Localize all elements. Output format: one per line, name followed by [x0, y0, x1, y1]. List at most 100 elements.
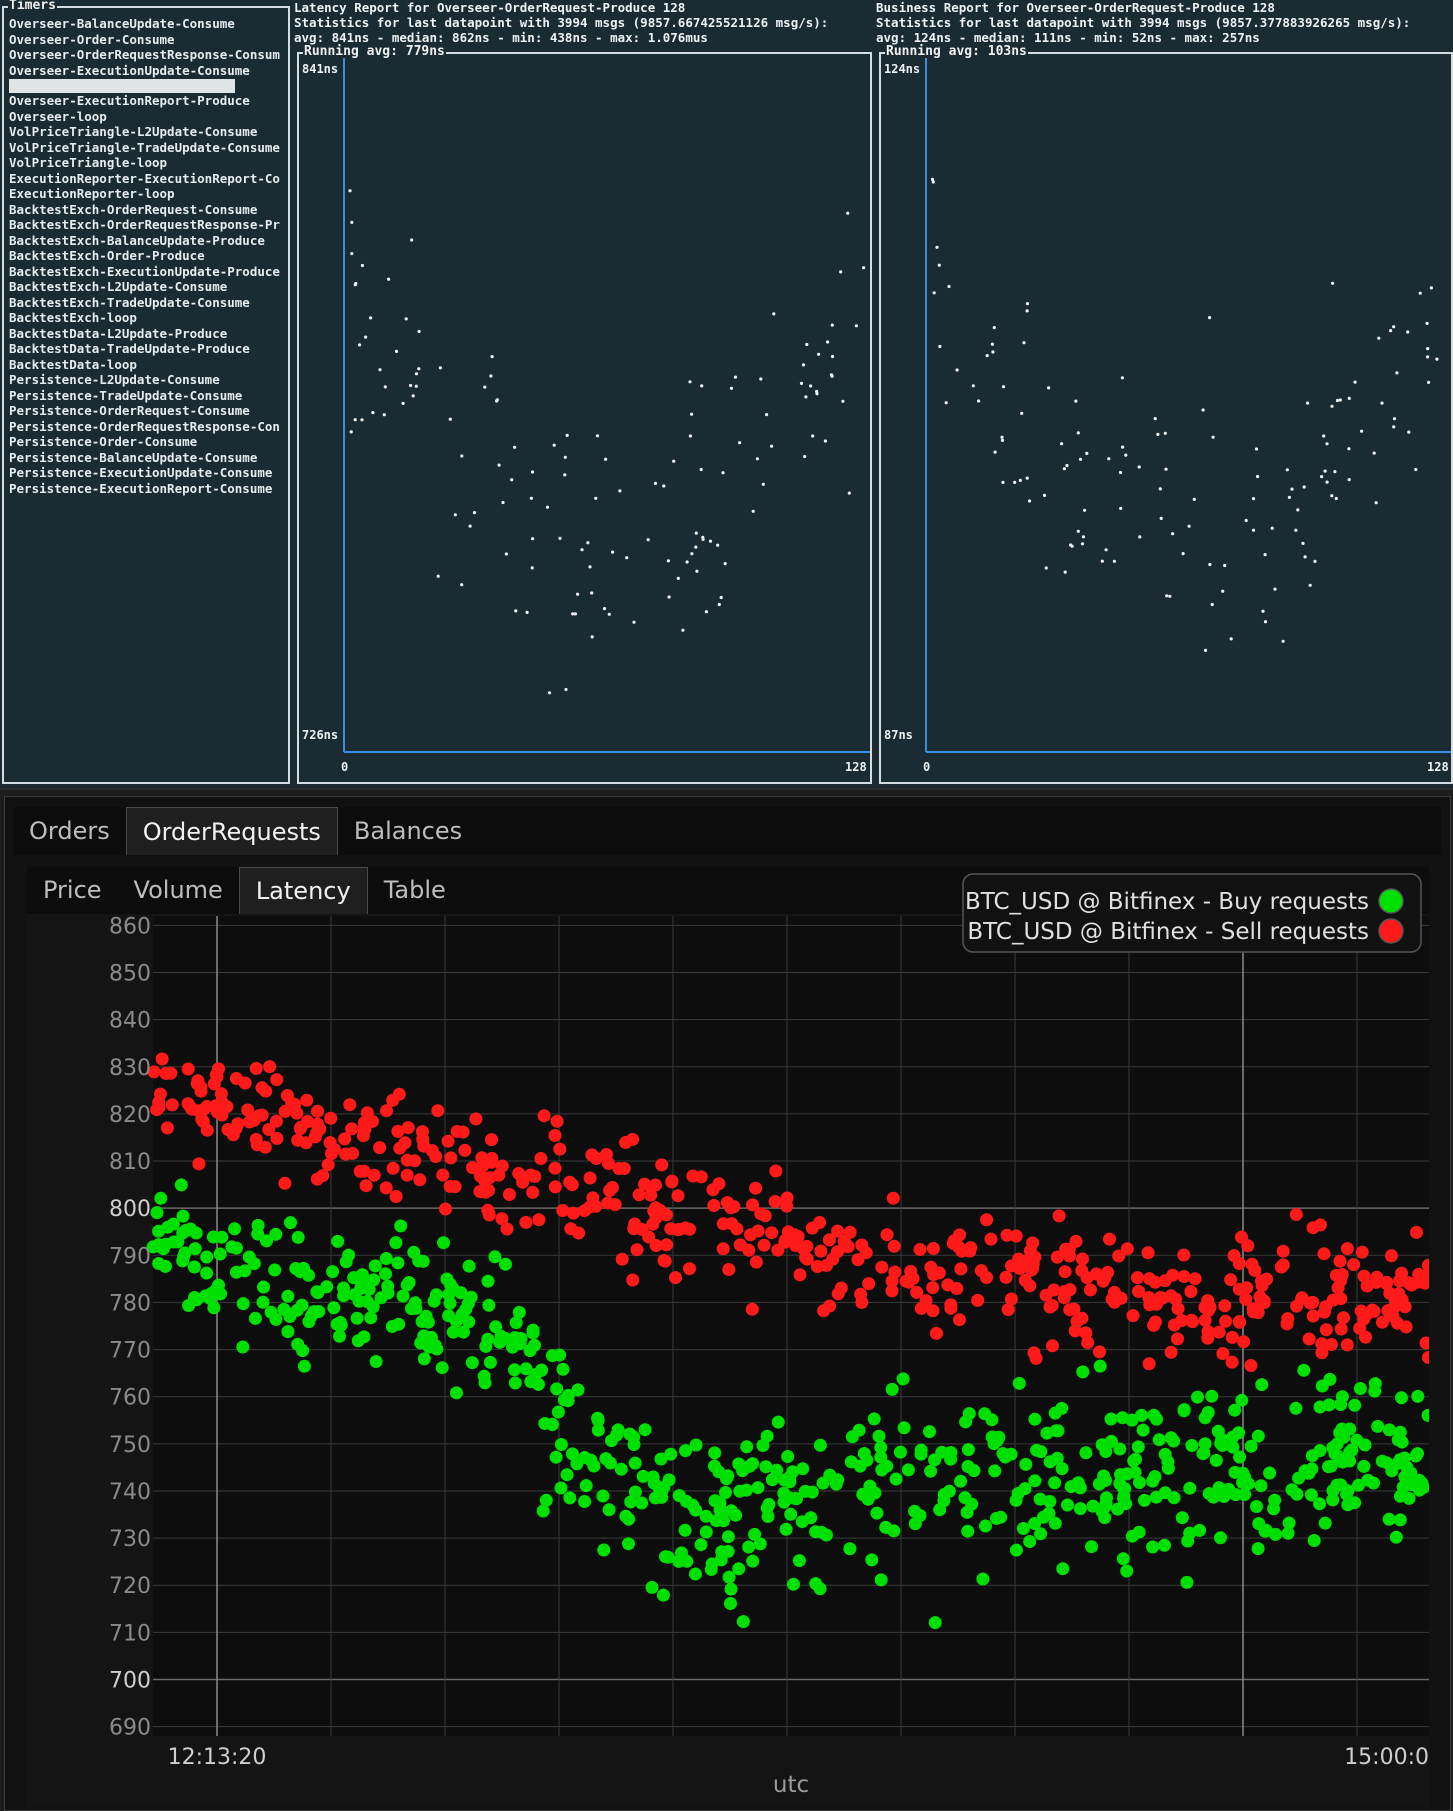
- buy-request-point: [1205, 1389, 1219, 1403]
- buy-request-point: [483, 1355, 497, 1369]
- buy-request-point: [1034, 1527, 1048, 1541]
- timer-item[interactable]: Overseer-ExecutionReport-Produce: [9, 93, 250, 108]
- latency-dot: [759, 377, 763, 381]
- sell-request-point: [585, 1148, 599, 1162]
- sell-request-point: [443, 1179, 457, 1193]
- buy-request-point: [1290, 1487, 1304, 1501]
- timer-item[interactable]: Persistence-L2Update-Consume: [9, 372, 220, 387]
- timer-item-selected[interactable]: [9, 79, 235, 93]
- timer-item[interactable]: BacktestExch-OrderRequest-Consume: [9, 201, 258, 217]
- sell-request-point: [165, 1098, 179, 1112]
- latency-dot: [350, 220, 354, 224]
- sell-request-point: [400, 1168, 414, 1182]
- buy-request-point: [1307, 1534, 1321, 1547]
- timer-item[interactable]: Overseer-OrderRequestResponse-Consum: [9, 47, 280, 62]
- sell-request-point: [321, 1158, 335, 1172]
- sell-request-point: [1202, 1303, 1215, 1317]
- buy-request-point: [1226, 1440, 1240, 1454]
- timer-item[interactable]: Persistence-Order-Consume: [9, 434, 198, 449]
- buy-request-point: [1034, 1445, 1048, 1459]
- tab-volume[interactable]: Volume: [133, 876, 223, 904]
- sell-request-point: [269, 1114, 283, 1128]
- latency-dot: [353, 418, 357, 422]
- timer-item[interactable]: Overseer-BalanceUpdate-Consume: [9, 16, 235, 31]
- timer-item[interactable]: ExecutionReporter-loop: [9, 186, 175, 201]
- business-dot: [971, 384, 975, 388]
- timer-item[interactable]: BacktestData-loop: [9, 356, 137, 372]
- timer-item[interactable]: BacktestExch-BalanceUpdate-Produce: [9, 232, 265, 248]
- timer-item[interactable]: BacktestData-L2Update-Produce: [9, 325, 228, 341]
- timer-item[interactable]: ExecutionReporter-ExecutionReport-Co: [9, 170, 280, 186]
- tab-price[interactable]: Price: [43, 876, 102, 904]
- timer-item[interactable]: BacktestExch-ExecutionUpdate-Produce: [9, 263, 280, 279]
- buy-request-point: [740, 1440, 754, 1454]
- sell-request-point: [615, 1252, 629, 1266]
- timer-item[interactable]: BacktestExch-OrderRequestResponse-Pr: [9, 217, 280, 232]
- timer-item[interactable]: Persistence-TradeUpdate-Consume: [9, 387, 243, 403]
- sell-request-point: [548, 1129, 562, 1142]
- timer-item[interactable]: Overseer-ExecutionUpdate-Consume: [9, 62, 250, 78]
- buy-request-point: [1125, 1413, 1139, 1427]
- buy-request-point: [482, 1298, 496, 1312]
- timer-item[interactable]: BacktestExch-L2Update-Consume: [9, 279, 228, 294]
- buy-request-point: [1180, 1575, 1194, 1589]
- timer-item[interactable]: Persistence-OrderRequestResponse-Con: [9, 418, 280, 434]
- buy-request-point: [689, 1503, 703, 1517]
- sell-request-point: [436, 1168, 450, 1182]
- latency-dot: [436, 574, 440, 578]
- buy-request-point: [591, 1423, 605, 1437]
- tab-orders[interactable]: Orders: [29, 817, 110, 845]
- buy-request-point: [1198, 1411, 1212, 1425]
- timer-item[interactable]: Overseer-loop: [9, 108, 107, 124]
- tab-latency[interactable]: Latency: [238, 867, 368, 914]
- buy-request-point: [499, 1257, 512, 1271]
- buy-request-point: [990, 1434, 1004, 1447]
- tab-balances[interactable]: Balances: [353, 817, 463, 845]
- business-dot: [1104, 548, 1108, 552]
- sell-request-point: [778, 1233, 792, 1247]
- buy-request-point: [654, 1452, 668, 1466]
- timer-item[interactable]: VolPriceTriangle-loop: [9, 155, 168, 170]
- buy-request-point: [759, 1460, 773, 1474]
- plot-area[interactable]: [153, 916, 1429, 1736]
- timer-item[interactable]: Persistence-ExecutionUpdate-Consume: [9, 465, 273, 480]
- sell-request-point: [1142, 1272, 1156, 1286]
- timer-item[interactable]: VolPriceTriangle-L2Update-Consume: [9, 124, 258, 139]
- sell-request-point: [1166, 1268, 1180, 1282]
- timer-item[interactable]: Persistence-BalanceUpdate-Consume: [9, 449, 258, 465]
- buy-request-point: [1158, 1538, 1171, 1552]
- buy-request-point: [635, 1496, 649, 1510]
- business-dot: [1044, 566, 1048, 570]
- buy-request-point: [872, 1429, 886, 1443]
- business-dot: [1392, 417, 1397, 421]
- timer-item[interactable]: Persistence-OrderRequest-Consume: [9, 403, 250, 418]
- buy-request-point: [554, 1481, 568, 1495]
- sell-request-point: [1390, 1297, 1404, 1311]
- sell-request-point: [481, 1203, 495, 1217]
- sell-request-point: [1201, 1294, 1215, 1308]
- sell-request-point: [299, 1136, 313, 1150]
- timer-item[interactable]: BacktestExch-loop: [9, 310, 137, 325]
- timer-item[interactable]: Persistence-ExecutionReport-Consume: [9, 480, 273, 496]
- timer-item[interactable]: BacktestExch-TradeUpdate-Consume: [9, 294, 250, 310]
- latency-dot: [830, 354, 835, 359]
- sell-request-point: [160, 1121, 174, 1135]
- buy-request-point: [257, 1280, 270, 1294]
- sell-request-point: [1079, 1326, 1093, 1340]
- tab-order-requests[interactable]: OrderRequests: [125, 807, 338, 855]
- timer-item[interactable]: BacktestData-TradeUpdate-Produce: [9, 341, 250, 356]
- buy-request-point: [1043, 1495, 1057, 1508]
- timer-item[interactable]: Overseer-Order-Consume: [9, 31, 175, 47]
- buy-request-point: [1148, 1470, 1162, 1484]
- buy-request-point: [1348, 1496, 1362, 1510]
- sell-request-point: [919, 1294, 933, 1308]
- buy-request-point: [853, 1459, 867, 1473]
- buy-request-point: [874, 1441, 888, 1454]
- business-dot: [1377, 336, 1381, 340]
- tab-table[interactable]: Table: [383, 876, 446, 904]
- timer-item[interactable]: BacktestExch-Order-Produce: [9, 248, 205, 263]
- timer-item[interactable]: VolPriceTriangle-TradeUpdate-Consume: [9, 139, 280, 155]
- sell-request-point: [1068, 1324, 1082, 1338]
- buy-request-point: [331, 1234, 345, 1248]
- timer-list[interactable]: Overseer-BalanceUpdate-Consume Overseer-O…: [9, 16, 285, 496]
